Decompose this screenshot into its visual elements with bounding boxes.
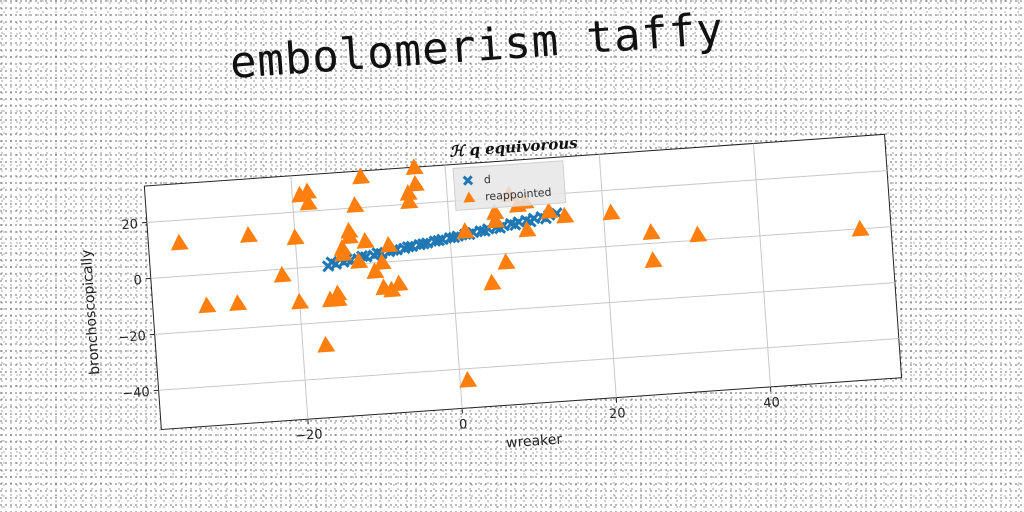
data-point-triangle [602, 203, 621, 221]
data-point-triangle [380, 235, 399, 253]
y-axis-label: bronchoscopically [79, 249, 104, 375]
data-point-x [417, 237, 430, 251]
x-tick-label: 40 [763, 395, 781, 411]
x-grid-line [752, 143, 771, 387]
x-tick-label: 0 [459, 417, 468, 433]
legend-label: reappointed [485, 186, 552, 204]
data-point-triangle [356, 231, 375, 249]
legend-marker-triangle [463, 191, 476, 203]
data-point-triangle [291, 292, 310, 310]
y-tick-label: −40 [122, 385, 150, 402]
x-tick-label: 20 [609, 406, 627, 422]
data-point-triangle [851, 219, 870, 237]
data-point-triangle [329, 284, 348, 302]
legend-box [452, 160, 567, 211]
plot-area [143, 133, 903, 431]
x-grid-line [444, 165, 463, 409]
series-marks [170, 158, 870, 388]
data-point-triangle [406, 175, 425, 192]
data-point-triangle [334, 244, 353, 262]
data-point-x [325, 255, 339, 269]
data-point-triangle [642, 223, 661, 240]
y-tick-label: 0 [133, 273, 142, 289]
data-point-triangle [456, 222, 475, 239]
data-point-x [508, 218, 522, 232]
legend-label: d [483, 173, 491, 186]
x-tick-label: −20 [295, 427, 323, 444]
data-point-triangle [390, 274, 409, 292]
data-point-triangle [317, 335, 336, 353]
data-point-triangle [556, 206, 575, 224]
data-point-triangle [399, 183, 418, 201]
axis-ticks: −20 0 20 40 −40 −20 0 20 [118, 217, 781, 444]
data-point-triangle [352, 167, 371, 185]
data-point-x [401, 240, 415, 254]
data-point-triangle [299, 193, 318, 211]
data-point-triangle [350, 252, 369, 269]
data-point-triangle [689, 225, 708, 243]
data-point-triangle [366, 262, 385, 279]
y-grid-line [154, 282, 895, 335]
data-point-triangle [298, 182, 317, 200]
x-grid-line [598, 154, 617, 398]
data-point-triangle [497, 253, 516, 270]
y-tick-label: 20 [121, 217, 139, 233]
data-point-triangle [486, 211, 505, 229]
data-point-triangle [229, 294, 248, 312]
data-point-triangle [518, 220, 537, 238]
data-point-triangle [273, 265, 292, 283]
data-point-triangle [170, 233, 189, 251]
data-point-triangle [286, 228, 305, 246]
data-point-triangle [340, 221, 359, 239]
y-grid-line [150, 226, 892, 279]
data-point-triangle [483, 273, 502, 291]
data-point-triangle [459, 370, 478, 388]
data-point-x [447, 231, 461, 244]
data-point-triangle [644, 251, 663, 268]
data-point-triangle [373, 253, 392, 271]
data-point-x [462, 175, 474, 186]
data-point-triangle [240, 226, 258, 243]
data-point-triangle [400, 192, 419, 210]
data-point-triangle [486, 203, 505, 220]
data-point-triangle [346, 196, 365, 213]
grid [146, 143, 899, 420]
y-tick-label: −20 [118, 329, 146, 346]
data-point-x [432, 234, 446, 247]
y-grid-line [158, 338, 899, 391]
data-point-triangle [198, 296, 217, 314]
data-point-triangle [540, 202, 559, 220]
data-point-triangle [405, 158, 424, 176]
x-axis-label: wreaker [506, 432, 563, 452]
